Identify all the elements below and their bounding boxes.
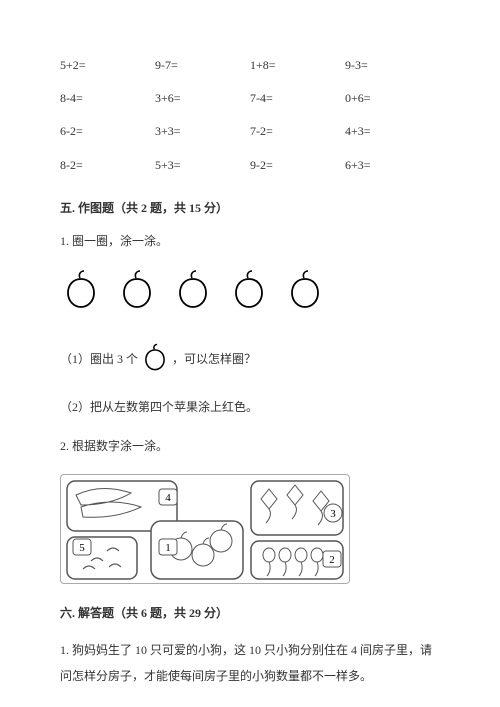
apple-icon (288, 269, 322, 315)
arith-cell: 9-2= (250, 156, 345, 175)
label-kites: 3 (330, 508, 336, 520)
q1-sub2: （2）把从左数第四个苹果涂上红色。 (60, 398, 440, 417)
label-birds: 5 (79, 542, 85, 554)
q1-title: 1. 圈一圈，涂一涂。 (60, 232, 440, 251)
label-bananas: 4 (165, 492, 171, 504)
q1-sub1: （1）圈出 3 个 ，可以怎样圈？ (60, 343, 440, 377)
arith-cell: 8-2= (60, 156, 155, 175)
arith-cell: 3+3= (155, 122, 250, 141)
arith-cell: 6-2= (60, 122, 155, 141)
arithmetic-grid: 5+2= 9-7= 1+8= 9-3= 8-4= 3+6= 7-4= 0+6= … (60, 56, 440, 175)
arith-cell: 5+2= (60, 56, 155, 75)
apple-icon (232, 269, 266, 315)
q1-sub1-prefix: （1）圈出 3 个 (60, 352, 138, 366)
apple-icon-small (143, 343, 167, 377)
arith-cell: 0+6= (345, 89, 440, 108)
arith-cell: 5+3= (155, 156, 250, 175)
apple-icon (64, 269, 98, 315)
apple-icon (120, 269, 154, 315)
arith-cell: 7-4= (250, 89, 345, 108)
q2-title: 2. 根据数字涂一涂。 (60, 437, 440, 456)
section6-q1: 1. 狗妈妈生了 10 只可爱的小狗，这 10 只小狗分别住在 4 间房子里，请… (60, 637, 440, 690)
q1-sub1-suffix: ，可以怎样圈？ (172, 352, 256, 366)
arith-cell: 3+6= (155, 89, 250, 108)
arith-cell: 4+3= (345, 122, 440, 141)
apple-row (64, 269, 440, 315)
arith-cell: 9-3= (345, 56, 440, 75)
arith-cell: 6+3= (345, 156, 440, 175)
coloring-diagram: 4 1 5 3 2 (60, 474, 350, 584)
arith-cell: 7-2= (250, 122, 345, 141)
label-apples: 1 (165, 542, 171, 554)
arith-cell: 8-4= (60, 89, 155, 108)
arith-cell: 9-7= (155, 56, 250, 75)
section6-heading: 六. 解答题（共 6 题，共 29 分） (60, 604, 440, 623)
label-balloons: 2 (329, 554, 335, 566)
apple-icon (176, 269, 210, 315)
section5-heading: 五. 作图题（共 2 题，共 15 分） (60, 199, 440, 218)
arith-cell: 1+8= (250, 56, 345, 75)
